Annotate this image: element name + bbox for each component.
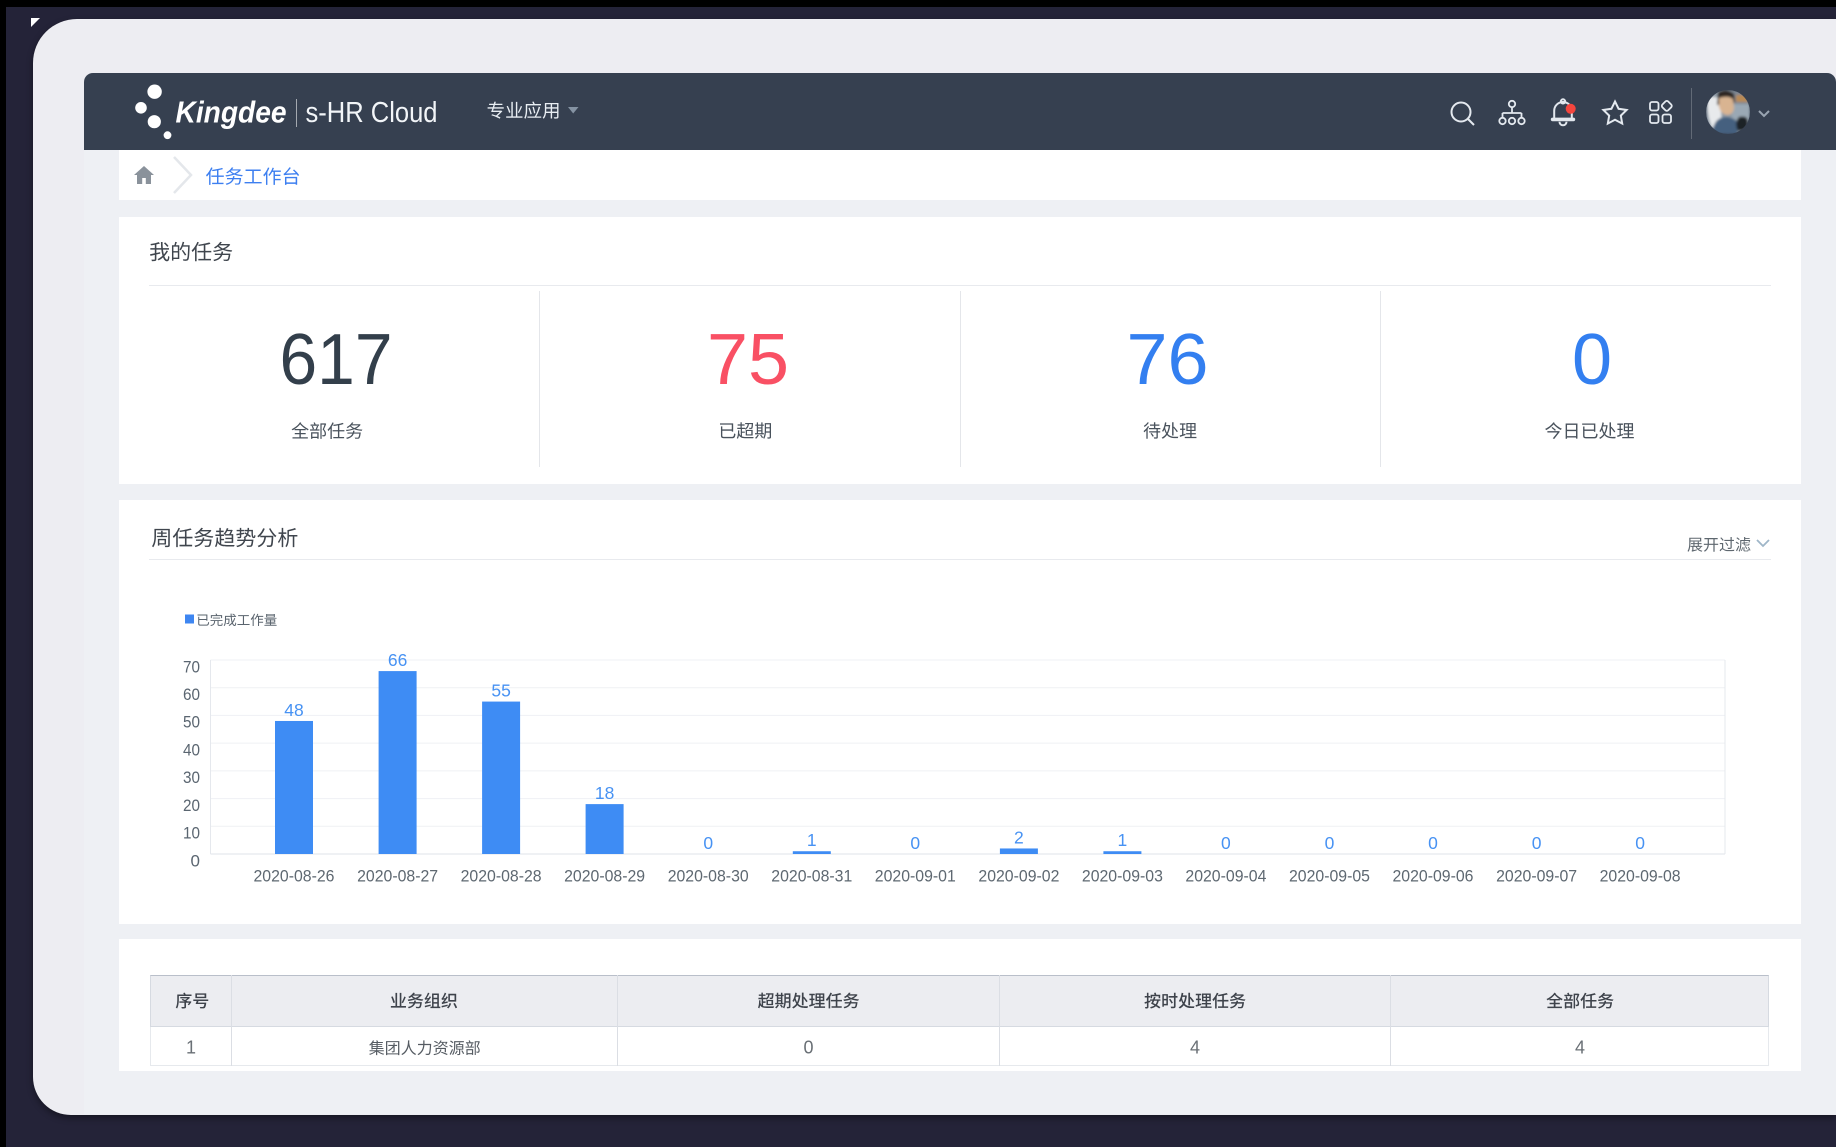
svg-text:20: 20 [183,796,200,815]
svg-text:2: 2 [1014,828,1024,848]
svg-text:0: 0 [191,851,200,870]
svg-text:2020-08-26: 2020-08-26 [254,867,335,886]
svg-text:s-HR Cloud: s-HR Cloud [306,97,438,129]
svg-text:2020-09-01: 2020-09-01 [875,867,956,886]
svg-text:617: 617 [280,320,393,400]
svg-text:2020-08-30: 2020-08-30 [668,867,749,886]
svg-text:0: 0 [1221,833,1231,853]
svg-text:70: 70 [183,657,200,676]
svg-text:2020-09-05: 2020-09-05 [1289,867,1370,886]
svg-text:30: 30 [183,768,200,787]
svg-text:0: 0 [1532,833,1542,853]
svg-text:2020-09-07: 2020-09-07 [1496,867,1577,886]
svg-text:4: 4 [1190,1038,1200,1058]
svg-text:0: 0 [1635,833,1645,853]
svg-text:48: 48 [284,700,303,720]
svg-text:0: 0 [1325,833,1335,853]
svg-text:2020-09-08: 2020-09-08 [1600,867,1681,886]
svg-text:2020-08-29: 2020-08-29 [564,867,645,886]
svg-text:60: 60 [183,685,200,704]
svg-text:0: 0 [703,833,713,853]
svg-text:2020-09-03: 2020-09-03 [1082,867,1163,886]
svg-text:2020-08-27: 2020-08-27 [357,867,438,886]
svg-text:76: 76 [1127,320,1209,400]
svg-text:66: 66 [388,650,407,670]
svg-text:2020-09-02: 2020-09-02 [978,867,1059,886]
svg-text:1: 1 [1118,830,1128,850]
svg-text:0: 0 [803,1038,813,1058]
svg-text:Kingdee: Kingdee [176,95,287,130]
svg-text:50: 50 [183,713,200,732]
svg-text:18: 18 [595,783,614,803]
svg-text:1: 1 [186,1038,196,1058]
svg-text:4: 4 [1575,1038,1585,1058]
svg-text:40: 40 [183,740,200,759]
svg-text:75: 75 [707,320,789,400]
svg-text:2020-08-31: 2020-08-31 [771,867,852,886]
svg-text:2020-09-04: 2020-09-04 [1185,867,1266,886]
svg-text:0: 0 [910,833,920,853]
svg-text:0: 0 [1428,833,1438,853]
svg-text:2020-09-06: 2020-09-06 [1393,867,1474,886]
svg-text:1: 1 [807,830,817,850]
svg-text:55: 55 [491,681,510,701]
svg-text:2020-08-28: 2020-08-28 [461,867,542,886]
svg-text:0: 0 [1572,320,1612,400]
svg-text:10: 10 [183,824,200,843]
